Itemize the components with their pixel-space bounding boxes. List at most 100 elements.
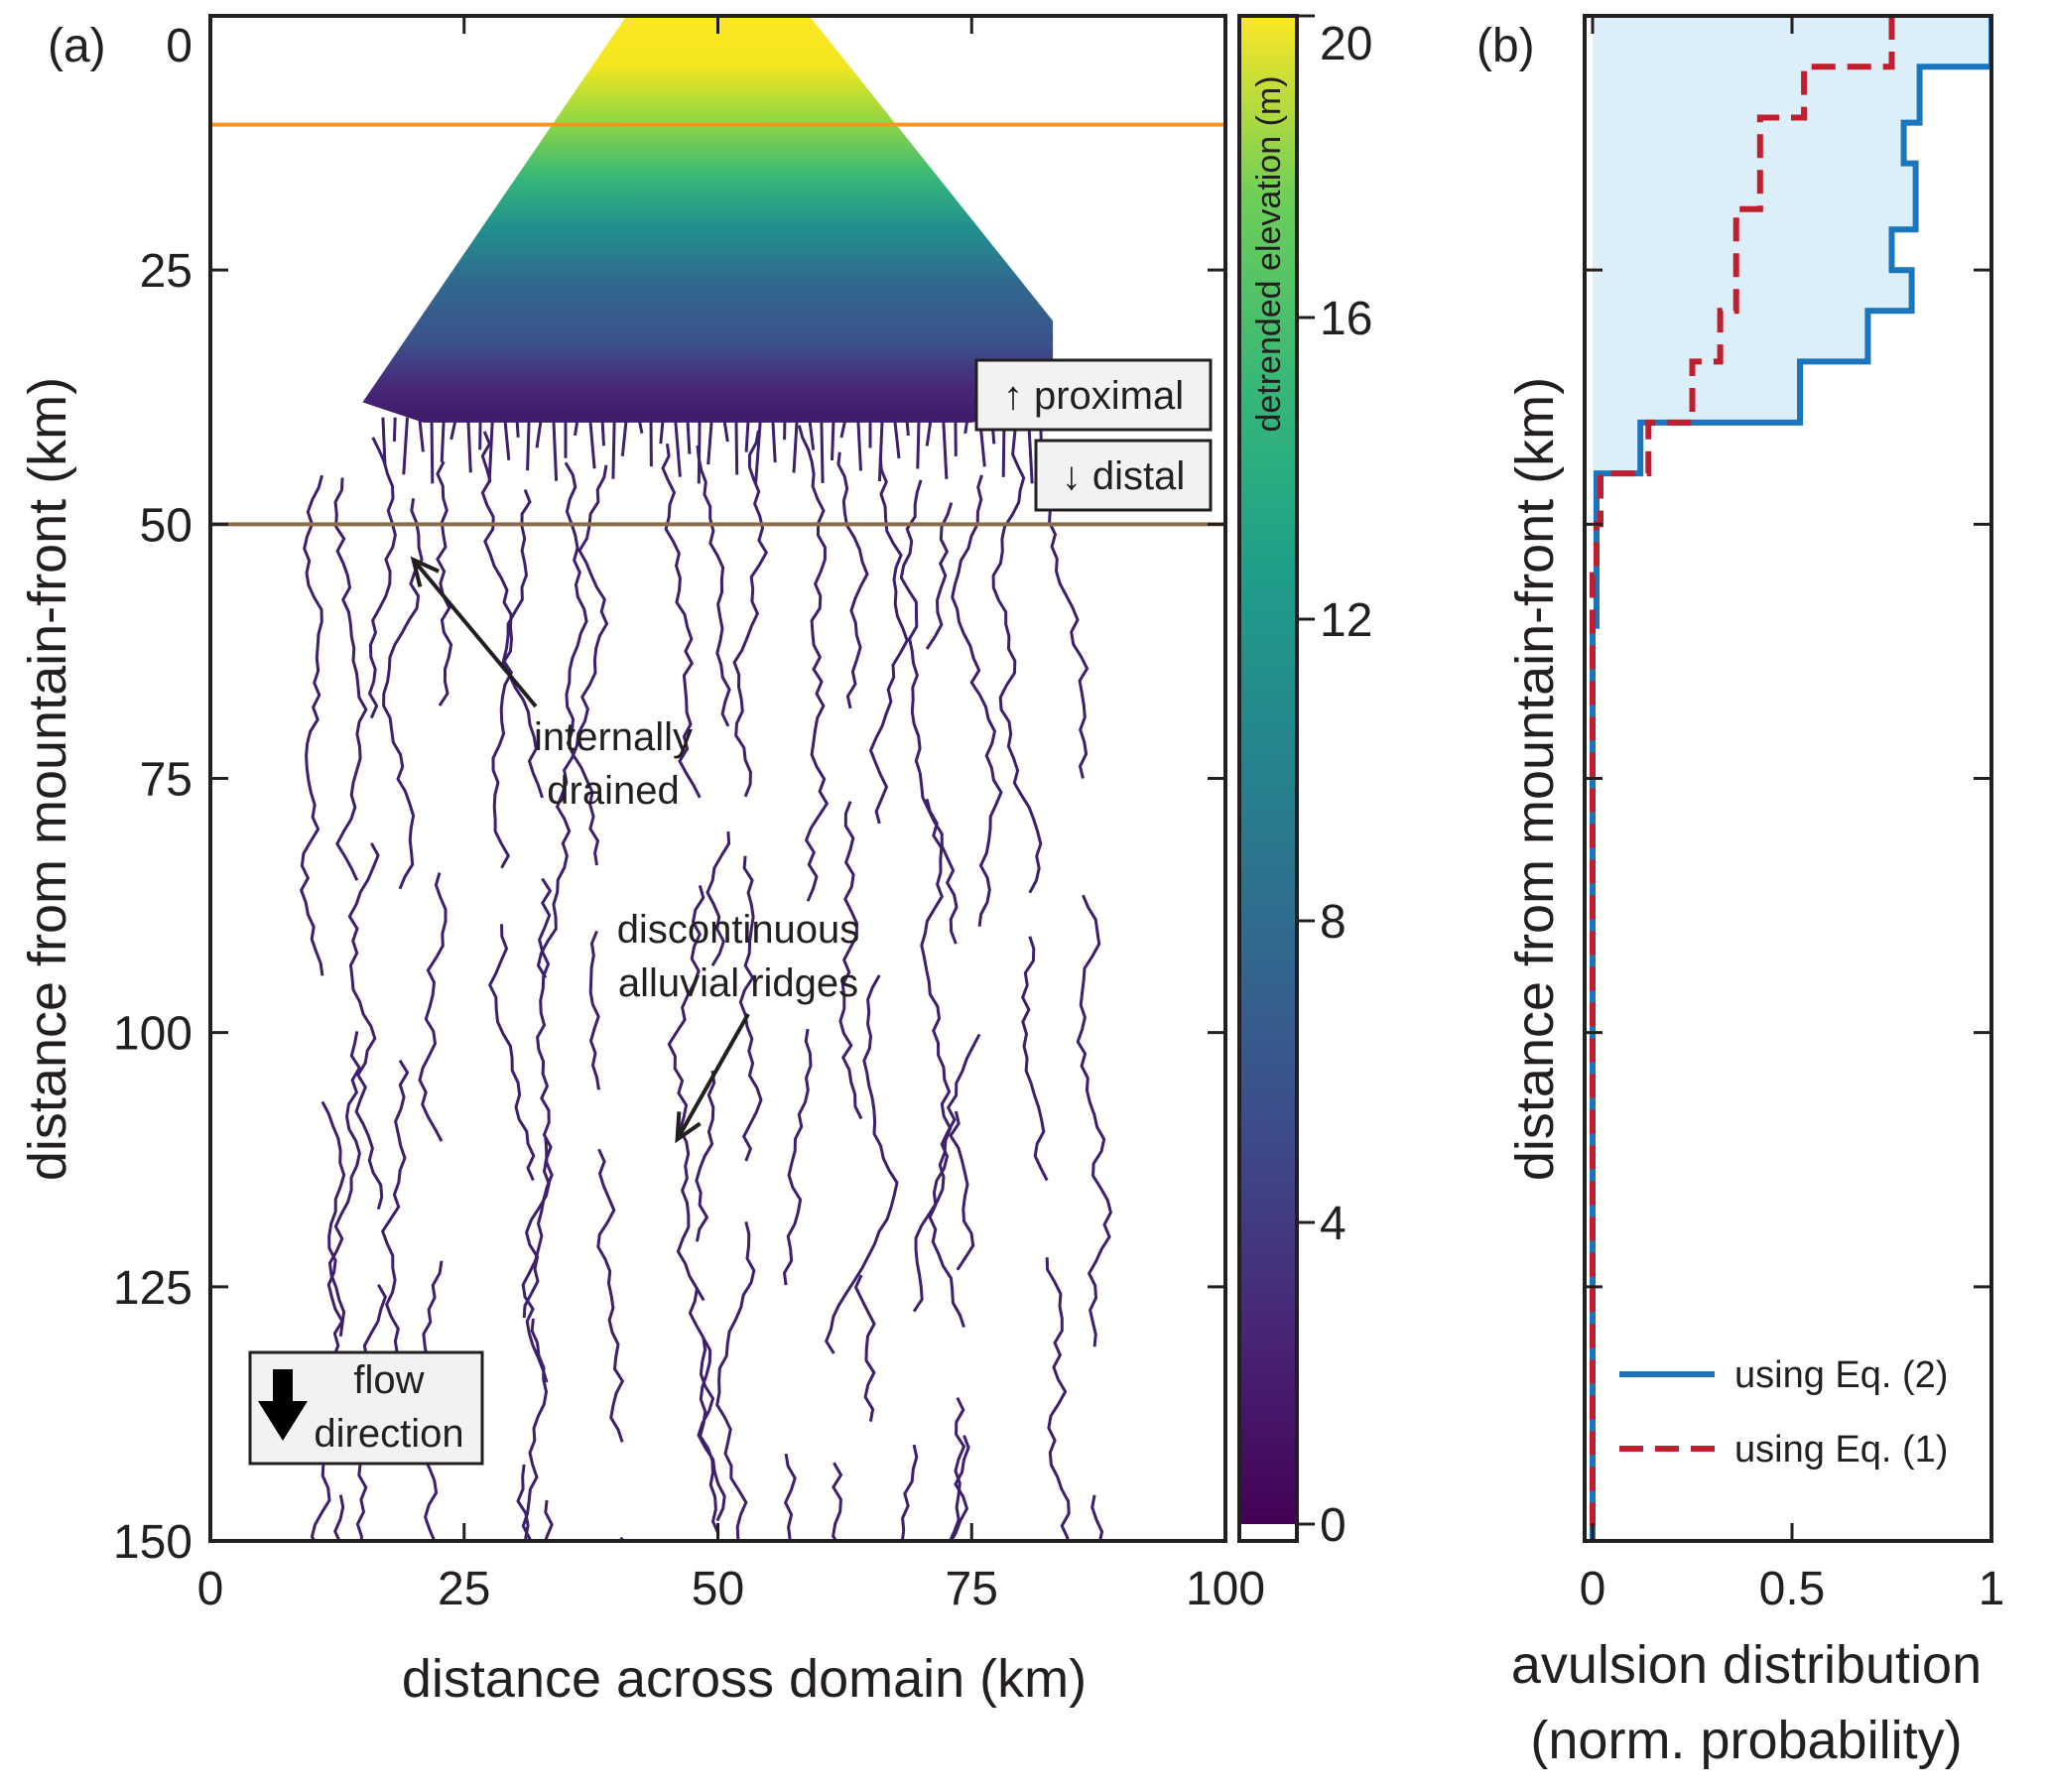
alluvial-ridges-label: discontinuous	[617, 908, 860, 952]
distal-label: ↓ distal	[1062, 454, 1186, 498]
channel-ridge-segment	[661, 443, 702, 799]
panel-a-heatmap: (a) internally drained discontinuous all…	[18, 14, 1265, 1709]
channel-ridge-segment	[333, 477, 368, 881]
panel-b-x-axis-title: avulsion distribution	[1511, 1635, 1982, 1695]
channel-ridge-segment	[868, 456, 909, 825]
internally-drained-label-2: drained	[547, 769, 679, 813]
x-tick-label: 0	[1580, 1563, 1606, 1615]
x-tick-label: 100	[1186, 1563, 1265, 1615]
channel-ridge-segment	[797, 425, 830, 902]
channel-ridge-segment	[327, 1031, 361, 1337]
proximal-label: ↑ proximal	[1003, 374, 1184, 418]
channel-ridge-segment	[825, 974, 899, 1354]
channel-ridge-segment	[948, 1396, 966, 1541]
distal-label-box: ↓ distal	[1034, 439, 1213, 512]
alluvial-ridges-label-2: alluvial ridges	[618, 961, 858, 1005]
channel-ridge-segment	[738, 855, 763, 1162]
y-tick-label: 25	[140, 245, 192, 298]
channel-ridge-segment	[320, 1100, 346, 1359]
panel-b-x-axis-title-2: (norm. probability)	[1530, 1711, 1962, 1770]
proximal-label-box: ↑ proximal	[974, 358, 1213, 432]
channel-ridge-segment	[838, 801, 863, 1120]
fan-distal-fringe	[381, 417, 1044, 484]
channel-ridge-segment	[488, 924, 536, 1182]
y-tick-label: 100	[113, 1008, 192, 1061]
channel-ridge-segment	[564, 461, 600, 866]
channel-ridge-segment	[588, 930, 600, 1090]
colorbar-gradient	[1239, 16, 1297, 1524]
channel-ridge-segment	[715, 1220, 756, 1541]
flow-direction-box: flow direction	[248, 1350, 484, 1466]
channel-ridge-segment	[732, 430, 769, 798]
y-tick-label: 0	[166, 20, 192, 72]
channel-ridge-segment	[696, 445, 731, 727]
colorbar-tick-label: 12	[1320, 594, 1372, 647]
channel-ridge-segment	[1045, 1257, 1071, 1541]
alluvial-fan	[362, 16, 1054, 423]
x-tick-label: 75	[946, 1563, 998, 1615]
channel-ridge-segment	[949, 1435, 970, 1541]
channel-ridge-segment	[1090, 1494, 1104, 1541]
colorbar-tick-label: 0	[1320, 1499, 1346, 1552]
colorbar-frame	[1237, 14, 1299, 1543]
channel-ridge-segment	[480, 431, 544, 799]
alluvial-ridges-arrowhead	[675, 1111, 702, 1144]
channel-ridge-segment	[436, 460, 453, 706]
channel-ridge-segment	[333, 1494, 345, 1541]
channel-ridge-segment	[596, 1148, 625, 1443]
channel-ridge-segment	[536, 464, 609, 979]
flow-direction-label: flow	[353, 1358, 424, 1402]
panel-a-plot-area	[210, 16, 1225, 1541]
panel-b-line: (b) 0 0.5 1 using Eq. (2) using Eq. (1) av…	[1476, 14, 2005, 1770]
x-tick-label: 1	[1979, 1563, 2005, 1615]
x-tick-label: 0.5	[1759, 1563, 1826, 1615]
channel-ridge-segment	[382, 498, 424, 890]
colorbar-label: detrended elevation (m)	[1250, 75, 1288, 432]
panel-a-x-ticks: 0 25 50 75 100	[197, 16, 1265, 1615]
channel-ridge-segment	[688, 1288, 726, 1522]
channel-ridge-segment	[782, 1028, 813, 1286]
y-tick-label: 150	[113, 1516, 192, 1569]
channel-ridge-segment	[853, 1274, 876, 1422]
legend-label-eq2: using Eq. (2)	[1734, 1354, 1948, 1396]
channel-ridge-segment	[836, 451, 869, 709]
channel-ridge-segment	[1020, 936, 1049, 1182]
channel-ridges	[299, 425, 1112, 1541]
channel-ridge-segment	[912, 798, 953, 1313]
panel-b-x-ticks: 0 0.5 1	[1580, 16, 2005, 1615]
internally-drained-arrow	[412, 558, 538, 708]
panel-b-y-ticks	[1585, 14, 1991, 1543]
channel-ridge-segment	[1048, 485, 1090, 779]
internally-drained-arrowhead	[410, 556, 440, 587]
channel-ridge-segment	[347, 842, 384, 1211]
channel-ridge-segment	[667, 884, 705, 1302]
series-eq2-line	[1590, 16, 1991, 1541]
colorbar-tick-label: 4	[1320, 1198, 1346, 1250]
channel-ridge-segment	[418, 872, 448, 1142]
colorbar-tick-label: 16	[1320, 293, 1372, 345]
channel-ridge-segment	[1076, 894, 1112, 1347]
channel-ridge-segment	[925, 502, 954, 650]
channel-ridge-segment	[355, 1059, 410, 1541]
colorbar-ticks: 0 4 8 12 16 20	[1297, 14, 1372, 1552]
x-tick-label: 50	[692, 1563, 744, 1615]
channel-ridge-segment	[949, 1110, 975, 1271]
channel-ridge-segment	[951, 474, 1003, 927]
panel-a-y-ticks: 0 25 50 75 100 125 150	[113, 14, 1225, 1569]
channel-ridge-segment	[695, 1070, 716, 1242]
channel-ridge-segment	[899, 479, 959, 945]
y-tick-label: 75	[140, 754, 192, 807]
panel-b-plot-area	[1590, 16, 1991, 1541]
channel-ridge-segment	[832, 1462, 843, 1541]
flow-direction-icon	[258, 1369, 308, 1441]
panel-a-x-axis-title: distance across domain (km)	[402, 1649, 1087, 1709]
panel-b-label: (b)	[1476, 20, 1535, 72]
channel-ridge-segment	[299, 474, 324, 976]
channel-ridge-segment	[928, 1033, 981, 1328]
channel-ridge-segment	[521, 1138, 554, 1383]
channel-ridge-segment	[900, 1444, 919, 1541]
alluvial-ridges-arrow	[675, 1013, 750, 1141]
channel-ridge-segment	[783, 1453, 797, 1541]
legend: using Eq. (2) using Eq. (1)	[1619, 1354, 1948, 1471]
y-tick-label: 50	[140, 499, 192, 552]
